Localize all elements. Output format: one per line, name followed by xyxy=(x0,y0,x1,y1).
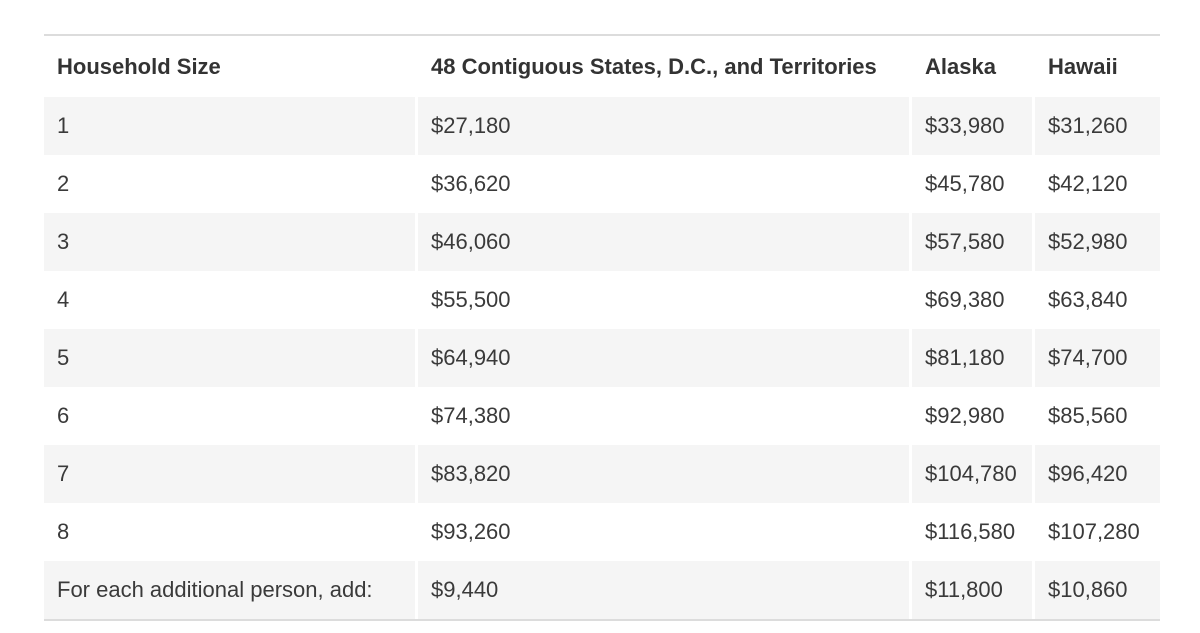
header-alaska: Alaska xyxy=(912,36,1035,97)
alaska-cell: $33,980 xyxy=(912,97,1035,155)
hawaii-cell: $10,860 xyxy=(1035,561,1160,619)
household-size-cell: 2 xyxy=(44,155,418,213)
contiguous-states-cell: $36,620 xyxy=(418,155,912,213)
hawaii-cell: $107,280 xyxy=(1035,503,1160,561)
household-size-cell: 7 xyxy=(44,445,418,503)
household-size-cell: 1 xyxy=(44,97,418,155)
alaska-cell: $11,800 xyxy=(912,561,1035,619)
alaska-cell: $81,180 xyxy=(912,329,1035,387)
table-header: Household Size 48 Contiguous States, D.C… xyxy=(44,36,1160,97)
hawaii-cell: $96,420 xyxy=(1035,445,1160,503)
alaska-cell: $45,780 xyxy=(912,155,1035,213)
contiguous-states-cell: $83,820 xyxy=(418,445,912,503)
table-body: 1 $27,180 $33,980 $31,260 2 $36,620 $45,780 $42… xyxy=(44,97,1160,619)
table-row: 4 $55,500 $69,380 $63,840 xyxy=(44,271,1160,329)
household-size-cell: 5 xyxy=(44,329,418,387)
hawaii-cell: $63,840 xyxy=(1035,271,1160,329)
poverty-guidelines-table: Household Size 48 Contiguous States, D.C… xyxy=(44,34,1160,621)
header-contiguous-states: 48 Contiguous States, D.C., and Territor… xyxy=(418,36,912,97)
household-size-cell: 8 xyxy=(44,503,418,561)
poverty-guidelines-table-container: Household Size 48 Contiguous States, D.C… xyxy=(44,34,1160,621)
contiguous-states-cell: $64,940 xyxy=(418,329,912,387)
hawaii-cell: $85,560 xyxy=(1035,387,1160,445)
header-row: Household Size 48 Contiguous States, D.C… xyxy=(44,36,1160,97)
table-row: 5 $64,940 $81,180 $74,700 xyxy=(44,329,1160,387)
alaska-cell: $57,580 xyxy=(912,213,1035,271)
alaska-cell: $69,380 xyxy=(912,271,1035,329)
hawaii-cell: $74,700 xyxy=(1035,329,1160,387)
household-size-cell: 6 xyxy=(44,387,418,445)
hawaii-cell: $42,120 xyxy=(1035,155,1160,213)
alaska-cell: $116,580 xyxy=(912,503,1035,561)
table-row: 7 $83,820 $104,780 $96,420 xyxy=(44,445,1160,503)
alaska-cell: $92,980 xyxy=(912,387,1035,445)
contiguous-states-cell: $46,060 xyxy=(418,213,912,271)
table-row: 6 $74,380 $92,980 $85,560 xyxy=(44,387,1160,445)
table-row: 2 $36,620 $45,780 $42,120 xyxy=(44,155,1160,213)
hawaii-cell: $31,260 xyxy=(1035,97,1160,155)
household-size-cell: For each additional person, add: xyxy=(44,561,418,619)
household-size-cell: 4 xyxy=(44,271,418,329)
header-household-size: Household Size xyxy=(44,36,418,97)
table-row: 8 $93,260 $116,580 $107,280 xyxy=(44,503,1160,561)
contiguous-states-cell: $27,180 xyxy=(418,97,912,155)
table-row: 3 $46,060 $57,580 $52,980 xyxy=(44,213,1160,271)
table-row: For each additional person, add: $9,440 $1… xyxy=(44,561,1160,619)
contiguous-states-cell: $9,440 xyxy=(418,561,912,619)
hawaii-cell: $52,980 xyxy=(1035,213,1160,271)
household-size-cell: 3 xyxy=(44,213,418,271)
contiguous-states-cell: $93,260 xyxy=(418,503,912,561)
alaska-cell: $104,780 xyxy=(912,445,1035,503)
contiguous-states-cell: $55,500 xyxy=(418,271,912,329)
table-row: 1 $27,180 $33,980 $31,260 xyxy=(44,97,1160,155)
header-hawaii: Hawaii xyxy=(1048,53,1118,79)
contiguous-states-cell: $74,380 xyxy=(418,387,912,445)
